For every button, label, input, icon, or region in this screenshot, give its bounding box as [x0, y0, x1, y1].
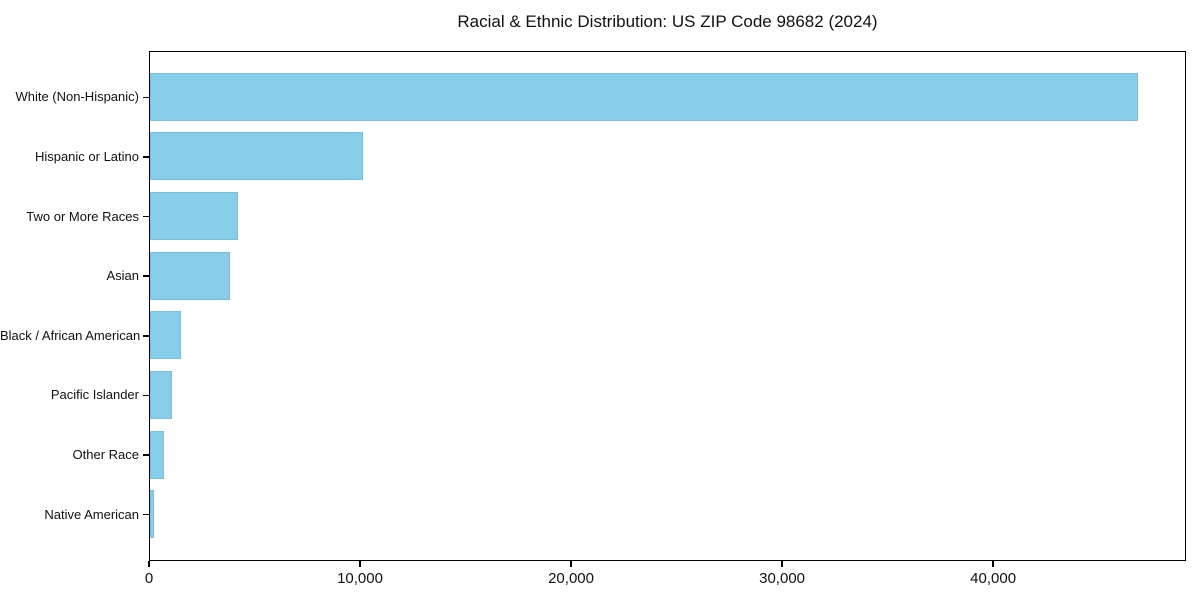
x-axis-tick [359, 561, 361, 567]
x-tick-label: 10,000 [337, 570, 383, 587]
y-axis-tick [143, 156, 149, 158]
bar-other-race [150, 430, 164, 479]
bar-black-african-american [150, 311, 181, 360]
bar-two-or-more-races [150, 192, 238, 241]
bar-white-non-hispanic [150, 72, 1138, 121]
bar-native-american [150, 490, 154, 539]
x-tick-label: 40,000 [970, 570, 1017, 587]
y-axis-tick [143, 275, 149, 277]
chart-title: Racial & Ethnic Distribution: US ZIP Cod… [457, 12, 878, 31]
x-axis-tick [570, 561, 572, 567]
bar-asian [150, 251, 231, 300]
bar-hispanic-or-latino [150, 132, 364, 181]
y-axis-tick [143, 513, 149, 516]
x-tick-label: 0 [144, 570, 154, 587]
y-axis-tick [143, 335, 149, 337]
x-axis-tick [148, 561, 150, 567]
y-tick-label: Black / African American [0, 327, 141, 343]
y-tick-label: Native American [44, 506, 139, 522]
y-axis-tick [143, 96, 149, 99]
y-tick-label: White (Non-Hispanic) [15, 89, 139, 105]
y-axis-tick [143, 454, 149, 456]
y-tick-label: Other Race [72, 447, 139, 463]
y-axis-tick [143, 215, 149, 218]
x-axis-tick [781, 561, 783, 567]
bar-pacific-islander [150, 370, 172, 419]
y-tick-label: Asian [106, 268, 139, 284]
x-tick-label: 20,000 [548, 570, 594, 587]
y-tick-label: Hispanic or Latino [34, 148, 139, 164]
plot-area [149, 51, 1186, 561]
y-axis-tick [143, 394, 149, 397]
x-axis-tick [992, 561, 994, 567]
x-tick-label: 30,000 [759, 570, 806, 587]
y-tick-label: Pacific Islander [50, 387, 139, 403]
y-tick-label: Two or More Races [26, 208, 139, 224]
